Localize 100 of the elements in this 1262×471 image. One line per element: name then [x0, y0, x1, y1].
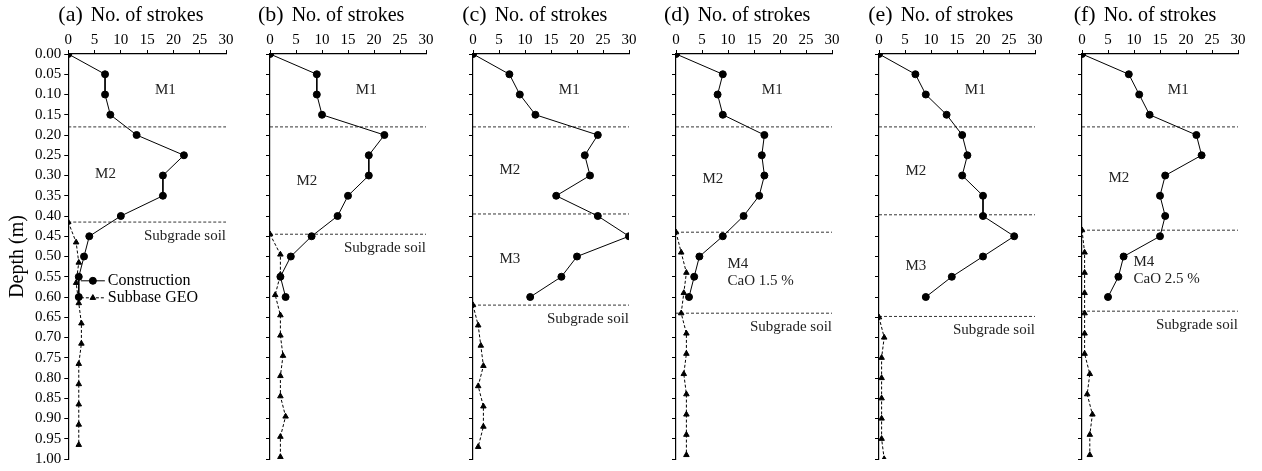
x-axis-title: No. of strokes [494, 3, 608, 26]
annotation: M1 [558, 81, 580, 98]
annotation: Subgrade soil [1155, 316, 1238, 333]
annotation: Subgrade soil [143, 227, 226, 244]
x-tick-label: 10 [923, 30, 939, 47]
y-axis-title: Depth (m) [5, 215, 29, 298]
annotation: M1 [155, 81, 176, 98]
x-tick-label: 0 [469, 30, 477, 47]
legend-label: Construction [107, 271, 191, 288]
x-tick-label: 20 [975, 30, 991, 47]
x-tick-label: 30 [621, 30, 637, 47]
annotation: M1 [761, 81, 783, 98]
annotation: M2 [905, 161, 927, 178]
y-tick-label: 0.60 [35, 287, 62, 304]
annotation: Subgrade soil [546, 310, 629, 327]
y-tick-label: 0.25 [35, 146, 62, 163]
y-tick-label: 0.65 [35, 308, 62, 325]
legend-label: Subbase GEO [107, 288, 199, 305]
x-tick-label: 25 [798, 30, 814, 47]
y-tick-label: 0.45 [35, 227, 62, 244]
x-tick-label: 10 [1126, 30, 1142, 47]
annotation: M1 [355, 81, 377, 98]
x-tick-label: 5 [901, 30, 909, 47]
chart-title: (d) [663, 0, 690, 26]
annotation: M2 [499, 161, 521, 178]
annotation: M3 [905, 256, 927, 273]
x-tick-label: 20 [1178, 30, 1194, 47]
y-tick-label: 0.00 [35, 44, 62, 61]
x-tick-label: 5 [698, 30, 706, 47]
chart-title: (b) [257, 0, 284, 26]
annotation: Subgrade soil [749, 318, 832, 335]
x-tick-label: 15 [1152, 30, 1168, 47]
annotation: M1 [964, 81, 986, 98]
x-tick-label: 20 [366, 30, 382, 47]
x-tick-label: 15 [139, 30, 155, 47]
y-tick-label: 0.15 [35, 105, 62, 122]
x-axis-title: No. of strokes [90, 3, 204, 26]
y-tick-label: 0.10 [35, 85, 62, 102]
y-tick-label: 0.85 [35, 389, 62, 406]
y-tick-label: 0.75 [35, 348, 62, 365]
x-tick-label: 0 [672, 30, 680, 47]
annotation: M3 [499, 250, 521, 267]
y-tick-label: 0.05 [35, 65, 62, 82]
x-tick-label: 10 [314, 30, 330, 47]
x-tick-label: 10 [720, 30, 736, 47]
y-tick-label: 1.00 [35, 449, 62, 466]
x-tick-label: 5 [1104, 30, 1112, 47]
x-axis-title: No. of strokes [900, 3, 1014, 26]
x-tick-label: 20 [165, 30, 181, 47]
annotation: M2 [296, 171, 318, 188]
annotation: M2 [95, 165, 116, 182]
x-tick-label: 30 [1230, 30, 1246, 47]
annotation: M2 [1108, 169, 1130, 186]
y-tick-label: 0.40 [35, 206, 62, 223]
x-tick-label: 30 [824, 30, 840, 47]
annotation: M2 [702, 170, 724, 187]
x-tick-label: 15 [340, 30, 356, 47]
x-tick-label: 10 [113, 30, 129, 47]
y-tick-label: 0.35 [35, 186, 62, 203]
annotation: Subgrade soil [343, 239, 426, 256]
x-tick-label: 25 [392, 30, 408, 47]
x-tick-label: 25 [192, 30, 208, 47]
x-tick-label: 25 [1204, 30, 1220, 47]
y-tick-label: 0.80 [35, 368, 62, 385]
x-tick-label: 15 [543, 30, 559, 47]
chart-title: (c) [462, 0, 487, 26]
x-tick-label: 30 [418, 30, 434, 47]
y-tick-label: 0.55 [35, 267, 62, 284]
y-tick-label: 0.95 [35, 429, 62, 446]
y-tick-label: 0.70 [35, 328, 62, 345]
chart-title: (a) [58, 0, 83, 26]
x-axis-title: No. of strokes [697, 3, 811, 26]
x-tick-label: 0 [1078, 30, 1086, 47]
x-tick-label: 0 [875, 30, 883, 47]
x-tick-label: 20 [772, 30, 788, 47]
annotation: M4 CaO 1.5 % [727, 255, 794, 289]
x-tick-label: 15 [746, 30, 762, 47]
x-tick-label: 30 [1027, 30, 1043, 47]
x-tick-label: 5 [495, 30, 503, 47]
x-tick-label: 25 [595, 30, 611, 47]
x-tick-label: 30 [218, 30, 234, 47]
y-tick-label: 0.20 [35, 125, 62, 142]
annotation: Subgrade soil [952, 321, 1035, 338]
x-axis-title: No. of strokes [291, 3, 405, 26]
x-tick-label: 25 [1001, 30, 1017, 47]
annotation: M1 [1167, 81, 1189, 98]
x-axis-title: No. of strokes [1103, 3, 1217, 26]
y-tick-label: 0.50 [35, 247, 62, 264]
y-tick-label: 0.90 [35, 409, 62, 426]
y-tick-label: 0.30 [35, 166, 62, 183]
chart-title: (f) [1073, 0, 1096, 26]
x-tick-label: 20 [569, 30, 585, 47]
annotation: M4 CaO 2.5 % [1133, 253, 1200, 287]
x-tick-label: 10 [517, 30, 533, 47]
x-tick-label: 5 [90, 30, 99, 47]
x-tick-label: 0 [64, 30, 72, 47]
chart-title: (e) [868, 0, 893, 26]
x-tick-label: 5 [292, 30, 300, 47]
x-tick-label: 15 [949, 30, 965, 47]
x-tick-label: 0 [266, 30, 274, 47]
